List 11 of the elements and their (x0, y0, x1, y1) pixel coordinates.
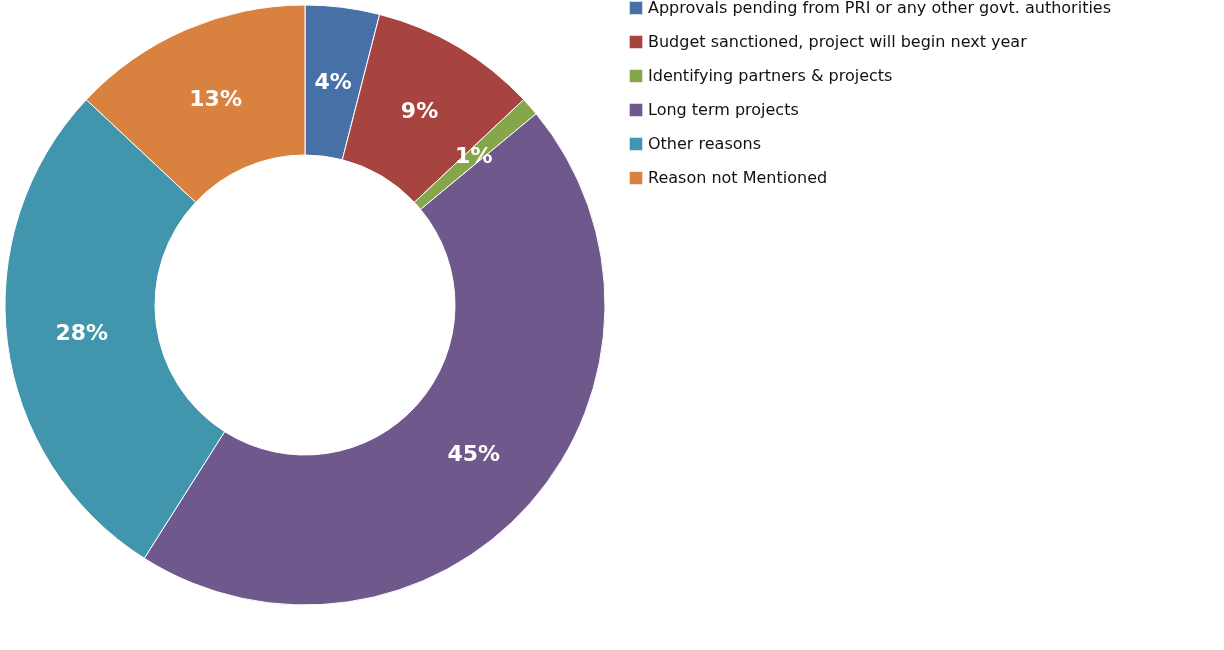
data-label: 28% (55, 320, 109, 346)
data-label: 13% (189, 85, 242, 111)
legend-label: Other reasons (648, 134, 761, 153)
legend-label: Identifying partners & projects (648, 66, 893, 85)
legend-label: Long term projects (648, 100, 799, 119)
legend-label: Approvals pending from PRI or any other govt. authorities (648, 0, 1112, 17)
data-label: 4% (314, 68, 352, 94)
data-label: 9% (400, 98, 439, 124)
legend-label: Reason not Mentioned (648, 168, 828, 187)
data-label: 45% (447, 440, 501, 466)
legend-label: Budget sanctioned, project will begin next year (648, 32, 1028, 51)
